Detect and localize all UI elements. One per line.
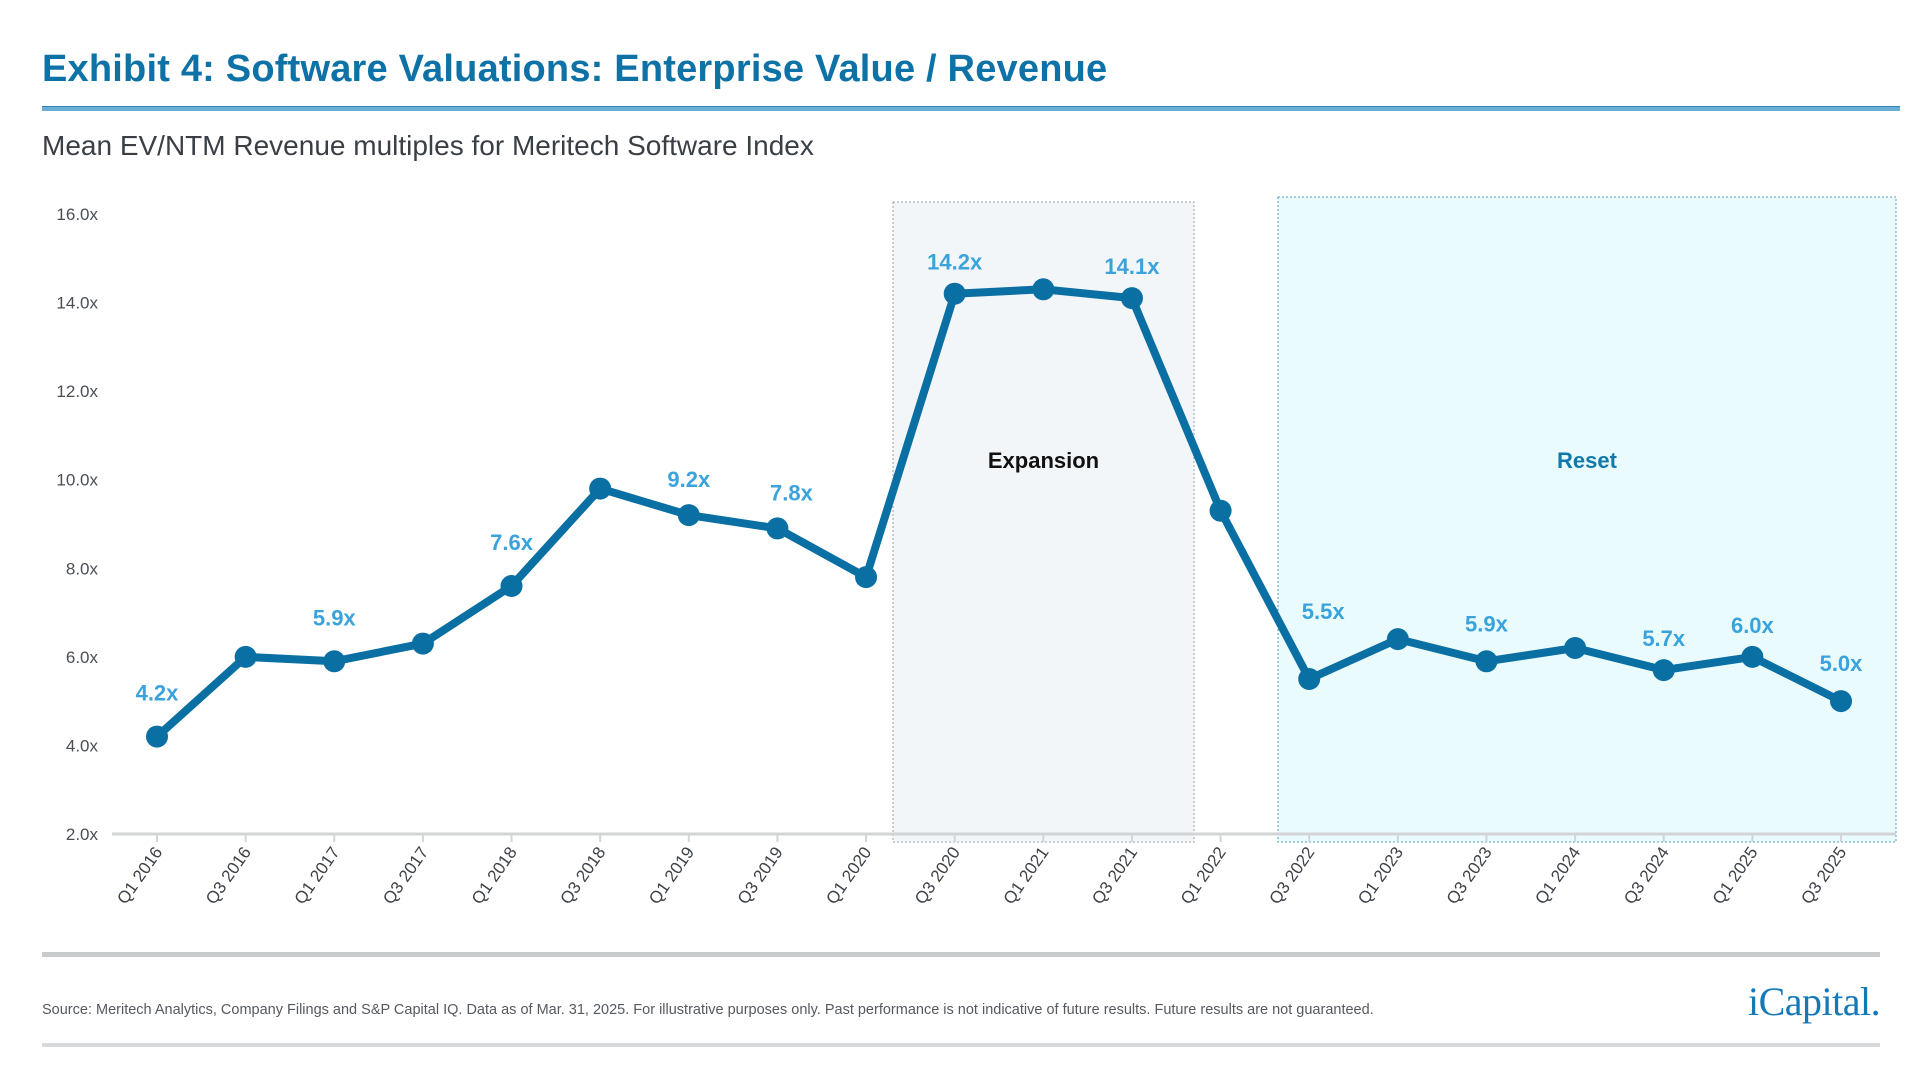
data-point-marker	[855, 566, 878, 589]
data-point-marker	[943, 282, 966, 305]
reset-region	[1277, 196, 1897, 843]
y-tick-label: 14.0x	[56, 294, 98, 313]
chart-subtitle: Mean EV/NTM Revenue multiples for Merite…	[42, 130, 814, 161]
x-tick-label: Q3 2020	[911, 843, 964, 907]
x-tick-label: Q1 2017	[291, 843, 344, 907]
y-tick-label: 10.0x	[56, 471, 98, 490]
x-tick-label: Q3 2021	[1088, 843, 1141, 907]
x-tick-label: Q3 2017	[379, 843, 432, 907]
data-label: 5.5x	[1302, 599, 1346, 624]
data-label: 7.6x	[490, 530, 534, 555]
data-label: 7.8x	[770, 480, 814, 505]
data-label: 5.7x	[1642, 626, 1686, 651]
x-tick-label: Q1 2016	[113, 843, 166, 907]
data-point-marker	[411, 632, 434, 655]
y-tick-label: 6.0x	[66, 648, 99, 667]
data-point-marker	[1386, 628, 1409, 651]
data-point-marker	[1475, 650, 1498, 673]
data-point-marker	[500, 575, 523, 597]
data-label: 5.9x	[313, 605, 357, 630]
data-point-marker	[1298, 668, 1321, 690]
x-tick-label: Q3 2025	[1797, 843, 1850, 907]
x-tick-label: Q3 2016	[202, 843, 255, 907]
source-note: Source: Meritech Analytics, Company Fili…	[42, 1002, 1374, 1018]
y-tick-label: 12.0x	[56, 382, 98, 401]
y-tick-label: 16.0x	[56, 205, 98, 224]
x-tick-label: Q3 2022	[1266, 843, 1319, 907]
x-tick-label: Q3 2024	[1620, 843, 1673, 907]
series-line	[153, 285, 1845, 741]
x-tick-label: Q1 2024	[1531, 843, 1584, 907]
x-tick-label: Q3 2019	[734, 843, 787, 907]
footer-divider-bottom	[42, 1043, 1880, 1047]
title-divider	[42, 106, 1900, 111]
x-tick-label: Q1 2022	[1177, 843, 1230, 907]
y-axis: 2.0x 4.0x 6.0x 8.0x 10.0x 12.0x 14.0x 16.0x	[56, 205, 98, 844]
data-point-marker	[234, 645, 257, 668]
x-tick-label: Q3 2018	[556, 843, 609, 907]
data-point-marker	[323, 650, 346, 673]
x-axis: Q1 2016 Q3 2016 Q1 2017 Q3 2017 Q1 2018 Q3 20…	[112, 832, 1896, 908]
data-point-marker	[1741, 645, 1764, 668]
data-point-marker	[1652, 659, 1675, 682]
data-label: 5.0x	[1820, 651, 1864, 676]
reset-label: Reset	[1557, 448, 1618, 473]
data-labels: 4.2x 5.9x 7.6x 9.2x 7.8x 14.2x 14.1x 5.5x 5.9x 5.…	[136, 250, 1864, 706]
data-label: 4.2x	[136, 681, 180, 706]
data-label: 9.2x	[667, 467, 711, 492]
icapital-logo: iCapital.	[1748, 979, 1881, 1024]
data-point-marker	[677, 504, 700, 527]
data-label: 6.0x	[1731, 613, 1775, 638]
y-tick-label: 4.0x	[66, 736, 99, 755]
chart-regions: Expansion Reset	[892, 196, 1897, 843]
x-tick-label: Q3 2023	[1443, 843, 1496, 907]
x-tick-label: Q1 2020	[822, 843, 875, 907]
data-label: 14.2x	[927, 250, 983, 275]
data-point-marker	[1209, 499, 1232, 522]
data-point-marker	[146, 725, 168, 748]
x-tick-label: Q1 2019	[645, 843, 698, 907]
data-label: 14.1x	[1104, 254, 1160, 279]
footer-divider-top	[42, 952, 1880, 957]
x-tick-label: Q1 2021	[1000, 843, 1053, 907]
data-series	[146, 278, 1852, 748]
data-point-marker	[1564, 637, 1587, 659]
data-point-marker	[1830, 690, 1852, 713]
page-title: Exhibit 4: Software Valuations: Enterpri…	[42, 48, 1108, 90]
data-point-marker	[1120, 287, 1143, 310]
y-tick-label: 2.0x	[66, 825, 99, 844]
expansion-region	[892, 201, 1195, 843]
data-label: 5.9x	[1465, 611, 1509, 636]
data-point-marker	[589, 477, 612, 500]
data-point-marker	[766, 517, 789, 540]
x-tick-label: Q1 2025	[1709, 843, 1762, 907]
y-tick-label: 8.0x	[66, 559, 99, 578]
data-point-marker	[1032, 278, 1055, 301]
x-tick-label: Q1 2023	[1354, 843, 1407, 907]
expansion-label: Expansion	[988, 448, 1099, 473]
x-tick-label: Q1 2018	[468, 843, 521, 907]
